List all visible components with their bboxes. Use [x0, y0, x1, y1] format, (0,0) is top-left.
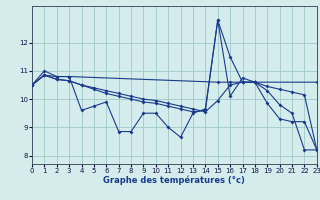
X-axis label: Graphe des températures (°c): Graphe des températures (°c): [103, 176, 245, 185]
